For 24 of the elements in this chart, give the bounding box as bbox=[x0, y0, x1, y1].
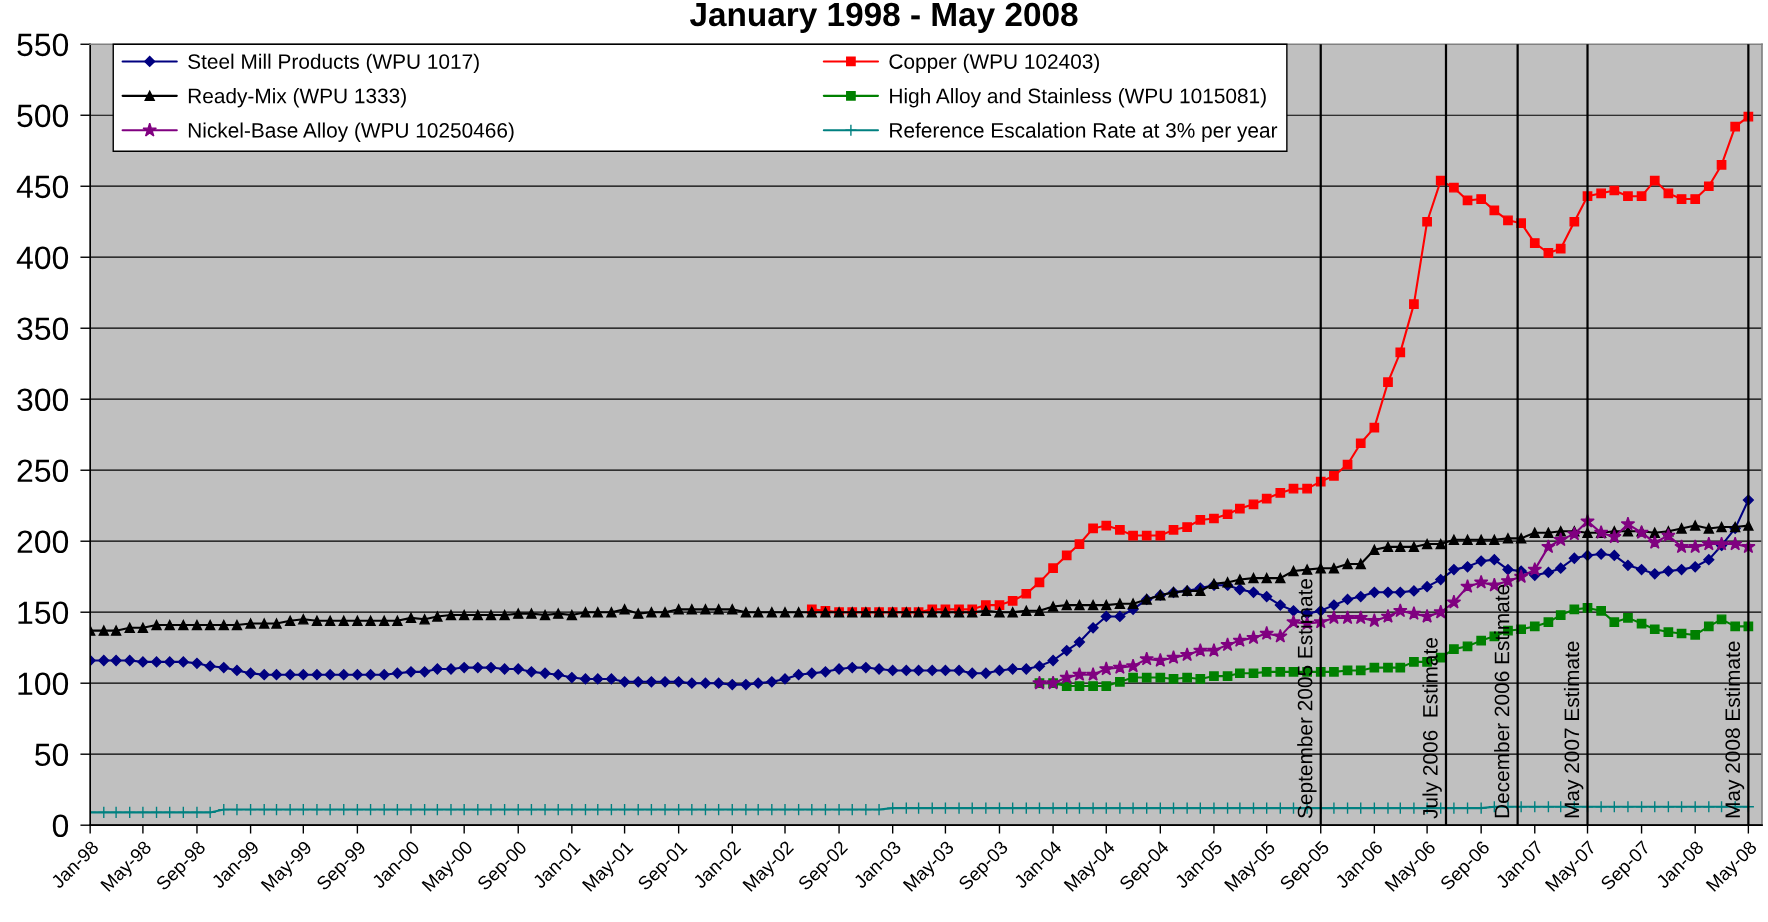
y-tick-label: 300 bbox=[17, 388, 69, 412]
y-tick-label: 150 bbox=[18, 601, 69, 625]
legend-label: Ready-Mix (WPU 1333) bbox=[188, 88, 406, 108]
y-tick-label: 400 bbox=[16, 246, 69, 270]
ref-line-label: September 2005 Estimate bbox=[1297, 578, 1317, 818]
y-tick-label: 500 bbox=[17, 104, 69, 128]
y-tick-label: 450 bbox=[16, 175, 69, 199]
ref-line-label: December 2006 Estimate bbox=[1494, 584, 1510, 818]
y-tick-label: 550 bbox=[17, 33, 69, 57]
legend-label: Nickel-Base Alloy (WPU 10250466) bbox=[188, 122, 514, 142]
y-tick-label: 50 bbox=[35, 743, 69, 767]
y-tick-label: 0 bbox=[52, 814, 69, 838]
legend-label: Steel Mill Products (WPU 1017) bbox=[188, 53, 479, 74]
chart-title: January 1998 - May 2008 bbox=[689, 2, 1078, 33]
ref-line-label: May 2007 Estimate bbox=[1563, 641, 1584, 818]
ref-line-label: May 2008 Estimate bbox=[1724, 641, 1745, 818]
legend-label: High Alloy and Stainless (WPU 1015081) bbox=[890, 88, 1266, 108]
y-tick-label: 100 bbox=[18, 672, 69, 696]
legend-label: Reference Escalation Rate at 3% per year bbox=[890, 122, 1278, 142]
y-tick-label: 350 bbox=[17, 317, 69, 341]
y-tick-label: 250 bbox=[17, 459, 69, 483]
y-tick-label: 200 bbox=[17, 530, 69, 554]
ref-line-label: July 2006 Estimate bbox=[1422, 638, 1442, 819]
legend-label: Copper (WPU 102403) bbox=[889, 53, 1100, 74]
